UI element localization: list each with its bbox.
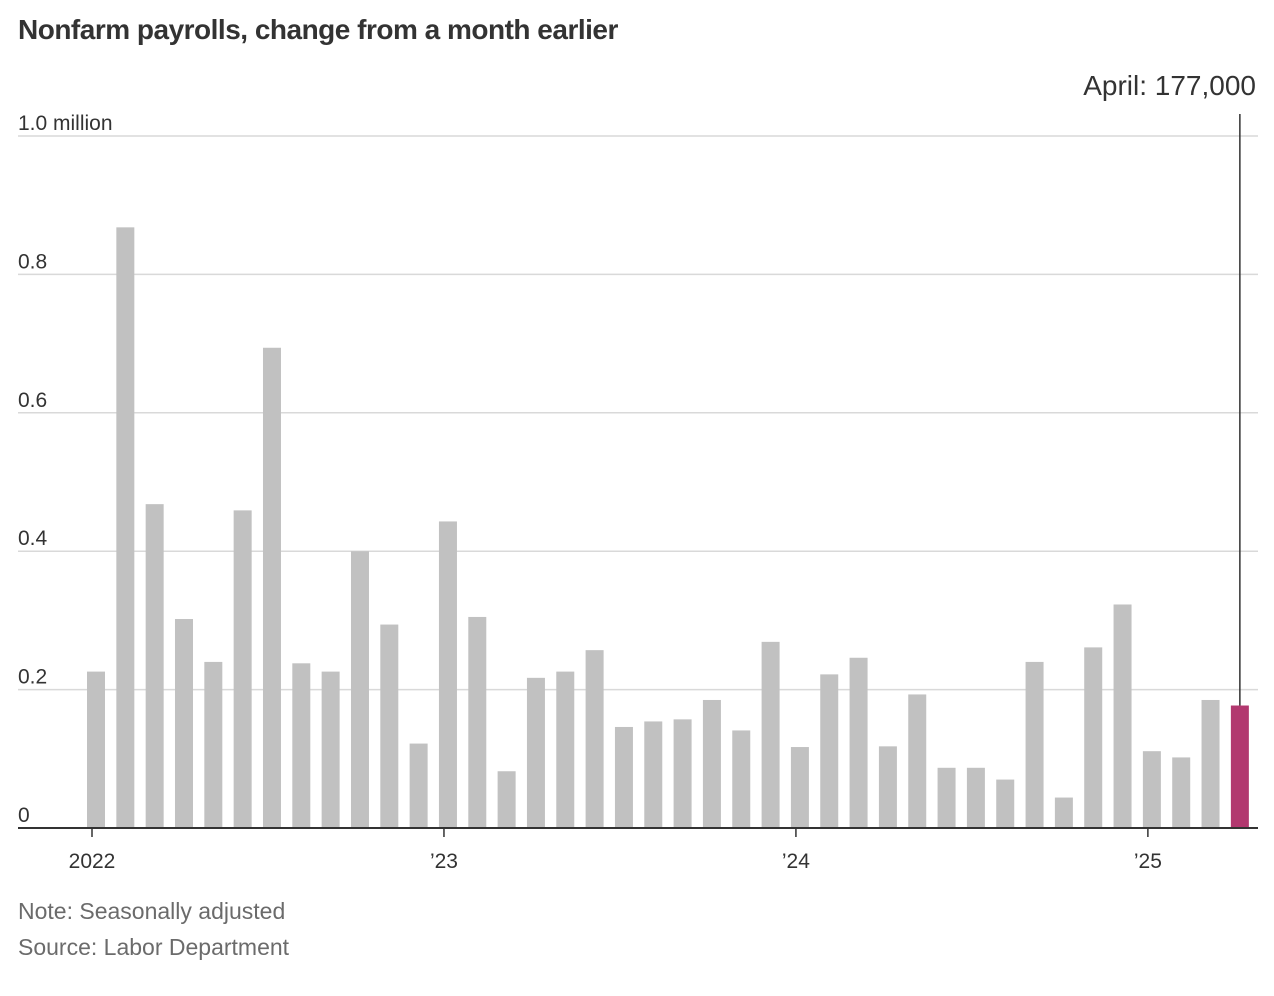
bar: [174, 619, 193, 828]
bar: [526, 677, 545, 828]
bar: [966, 767, 985, 828]
bar: [262, 347, 281, 828]
bar: [87, 671, 105, 828]
bar: [1142, 751, 1161, 828]
bar: [702, 699, 721, 828]
annotation-label: April: 177,000: [1083, 70, 1256, 101]
x-tick-label: ’24: [782, 850, 810, 873]
bar: [761, 641, 780, 828]
bar-chart: 0 0.2 0.4 0.6 0.8 1.0 million 2022 ’23 ’24 ’25 Ap…: [18, 70, 1258, 873]
bar: [937, 767, 956, 828]
bar: [556, 671, 575, 828]
bar: [614, 726, 633, 828]
gridlines: [18, 135, 1258, 691]
x-tick-label: ’25: [1134, 850, 1162, 873]
y-tick-label: 0.8: [18, 250, 47, 273]
source-text: Source: Labor Department: [18, 934, 290, 960]
x-tick-label: 2022: [69, 850, 116, 873]
bar: [438, 521, 457, 828]
bar: [585, 650, 604, 828]
bar: [1084, 647, 1103, 828]
bar: [380, 624, 399, 828]
bar: [321, 671, 340, 828]
bar: [732, 730, 751, 828]
bar: [350, 551, 369, 828]
bar: [292, 663, 311, 828]
bar: [1172, 757, 1191, 828]
bar: [1113, 604, 1132, 828]
axes: 0 0.2 0.4 0.6 0.8 1.0 million 2022 ’23 ’24 ’25: [18, 112, 1258, 873]
x-tick-label: ’23: [430, 850, 458, 873]
chart-title: Nonfarm payrolls, change from a month ea…: [18, 14, 618, 45]
bar: [204, 661, 223, 828]
bar: [849, 657, 868, 828]
y-tick-label: 0.4: [18, 527, 48, 550]
y-tick-label: 0: [18, 804, 30, 827]
bar: [644, 721, 663, 828]
y-tick-label: 1.0 million: [18, 112, 113, 135]
annotation: April: 177,000: [1083, 70, 1256, 706]
bar: [145, 504, 164, 828]
bar: [790, 747, 809, 828]
bar: [673, 719, 692, 828]
bar: [1054, 797, 1073, 828]
bar: [233, 510, 252, 828]
y-tick-label: 0.2: [18, 666, 47, 689]
bar: [116, 227, 135, 828]
bar: [1025, 661, 1044, 828]
bars: [87, 227, 1249, 828]
bar: [878, 746, 897, 828]
bar: [996, 779, 1015, 828]
bar: [1230, 705, 1249, 828]
y-tick-label: 0.6: [18, 389, 47, 412]
bar: [409, 743, 428, 828]
note-text: Note: Seasonally adjusted: [18, 898, 286, 924]
bar: [820, 674, 839, 828]
bar: [908, 694, 927, 828]
bar: [1201, 699, 1220, 828]
bar: [468, 616, 487, 828]
bar: [497, 771, 516, 828]
